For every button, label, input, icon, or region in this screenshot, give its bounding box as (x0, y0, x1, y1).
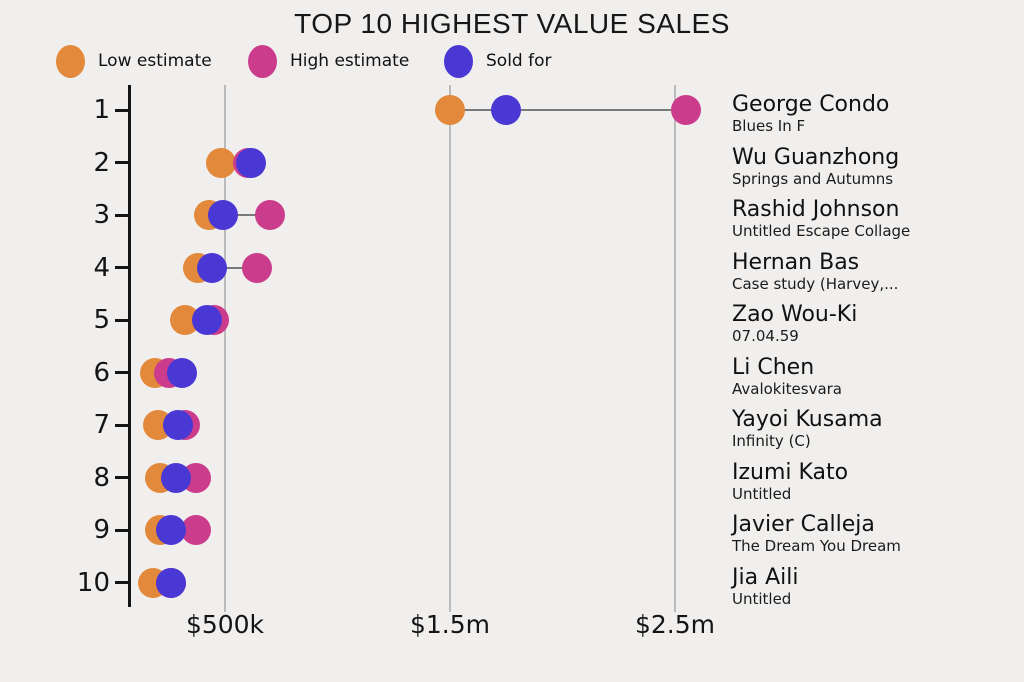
artwork-title: Avalokitesvara (732, 379, 843, 398)
sale-label: Rashid Johnson Untitled Escape Collage (732, 198, 910, 241)
rank-label: 9 (93, 515, 110, 545)
legend-label-low-estimate: Low estimate (98, 51, 212, 71)
y-axis-tick (115, 581, 129, 584)
artist-name: Hernan Bas (732, 249, 860, 275)
sold-for-dot (491, 95, 522, 125)
sale-label: Wu Guanzhong Springs and Autumns (732, 144, 900, 189)
y-axis-tick (115, 161, 129, 164)
legend-item-sold-for: Sold for (444, 44, 552, 78)
rank-label: 10 (76, 567, 110, 598)
rank-label: 3 (93, 200, 110, 230)
y-axis-tick (115, 423, 129, 427)
x-axis-tick-label: $500k (185, 610, 265, 639)
x-axis-tick-label: $2.5m (634, 610, 716, 639)
rank-label: 5 (93, 305, 110, 335)
y-axis-tick (115, 371, 129, 374)
artist-name: Li Chen (732, 354, 815, 380)
chart-title: TOP 10 HIGHEST VALUE SALES (294, 8, 730, 39)
sold-for-dot (192, 305, 222, 335)
sold-for-dot (160, 462, 191, 493)
grid-line (224, 85, 226, 612)
artwork-title: Springs and Autumns (732, 169, 894, 188)
sale-label: Jia Aili Untitled (732, 564, 799, 609)
high-estimate-dot (671, 95, 702, 125)
sold-for-dot (162, 410, 193, 440)
sale-label: Li Chen Avalokitesvara (732, 354, 843, 399)
artwork-title: Infinity (C) (732, 432, 811, 450)
artwork-title: Case study (Harvey,... (732, 274, 899, 293)
high-estimate-dot (255, 200, 285, 230)
legend-label-high-estimate: High estimate (290, 51, 410, 71)
sale-label: George Condo Blues In F (732, 93, 889, 136)
low-estimate-dot (205, 147, 236, 178)
y-axis-tick (115, 108, 129, 112)
rank-label: 4 (93, 252, 110, 283)
y-axis-line (128, 85, 131, 607)
rank-label: 2 (93, 147, 110, 178)
artwork-title: 07.04.59 (732, 327, 799, 345)
artwork-title: Untitled Escape Collage (732, 222, 911, 240)
range-connector-line (198, 266, 257, 269)
low-estimate-dot (435, 95, 465, 125)
sold-for-dot (156, 567, 186, 598)
artist-name: Izumi Kato (732, 459, 849, 485)
sold-for-dot (235, 147, 266, 178)
high-estimate-swatch (248, 44, 277, 78)
artwork-title: Untitled (732, 589, 792, 608)
high-estimate-dot (241, 252, 272, 283)
artist-name: George Condo (732, 92, 890, 117)
y-axis-tick (115, 266, 129, 269)
rank-label: 7 (93, 410, 110, 440)
low-estimate-swatch (56, 44, 85, 78)
sale-label: Yayoi Kusama Infinity (C) (732, 408, 883, 451)
artist-name: Wu Guanzhong (732, 144, 900, 170)
grid-line (449, 85, 451, 612)
artwork-title: Untitled (732, 484, 792, 503)
sold-for-dot (156, 515, 186, 545)
artist-name: Jia Aili (732, 564, 799, 590)
sale-label: Hernan Bas Case study (Harvey,... (732, 249, 899, 294)
rank-label: 1 (93, 95, 110, 125)
sold-for-dot (167, 357, 198, 388)
artist-name: Rashid Johnson (732, 197, 900, 222)
artist-name: Zao Wou-Ki (732, 302, 858, 327)
legend-label-sold-for: Sold for (486, 51, 552, 71)
artwork-title: Blues In F (732, 117, 806, 135)
y-axis-tick (115, 528, 129, 532)
y-axis-tick (115, 213, 129, 217)
sale-label: Zao Wou-Ki 07.04.59 (732, 303, 857, 346)
sale-label: Izumi Kato Untitled (732, 459, 849, 504)
legend-item-high-estimate: High estimate (248, 44, 409, 78)
sold-for-swatch (444, 44, 473, 78)
grid-line (674, 85, 676, 612)
sold-for-dot (196, 252, 227, 283)
y-axis-tick (115, 318, 129, 322)
sold-for-dot (207, 200, 238, 230)
y-axis-tick (115, 476, 129, 479)
rank-label: 8 (93, 462, 110, 493)
range-connector-line (450, 109, 687, 111)
rank-label: 6 (93, 357, 110, 388)
sale-label: Javier Calleja The Dream You Dream (732, 513, 901, 556)
artwork-title: The Dream You Dream (732, 537, 901, 555)
range-connector-line (209, 214, 270, 216)
x-axis-tick-label: $1.5m (409, 610, 491, 639)
artist-name: Javier Calleja (732, 512, 875, 537)
artist-name: Yayoi Kusama (732, 407, 883, 432)
legend-item-low-estimate: Low estimate (56, 44, 212, 78)
